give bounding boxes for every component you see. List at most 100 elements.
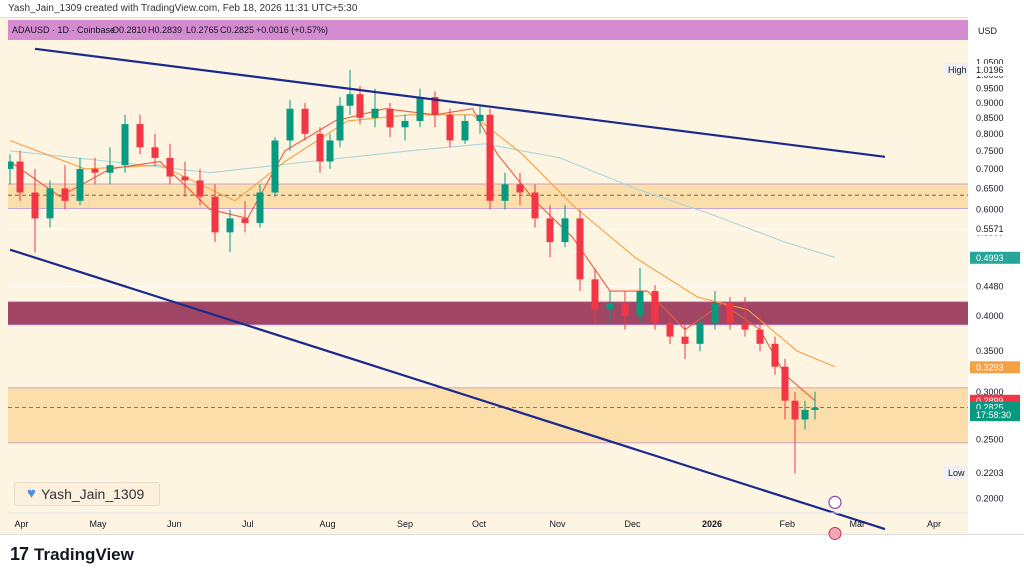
candle-body <box>241 218 249 223</box>
candle-49 <box>711 291 719 330</box>
candle-body <box>431 97 439 115</box>
price-tag-0: High <box>948 65 967 75</box>
price-label-box-7 <box>970 409 1020 422</box>
zone-2 <box>8 301 968 325</box>
ohlc-change: +0.0016 (+0.57%) <box>256 25 328 35</box>
candle-0 <box>8 154 14 185</box>
candle-body <box>666 322 674 337</box>
candle-43 <box>621 291 629 330</box>
candle-26 <box>371 88 379 128</box>
price-tag-box-0 <box>944 63 968 76</box>
candle-6 <box>91 157 99 185</box>
candle-3 <box>46 180 54 228</box>
candle-body <box>106 165 114 173</box>
candle-body <box>326 140 334 162</box>
candle-48 <box>696 316 704 352</box>
author-watermark: ♥ Yash_Jain_1309 <box>14 482 160 506</box>
tradingview-footer[interactable]: 17 TradingView <box>10 544 134 565</box>
ema-slow-line <box>9 143 836 258</box>
candle-body <box>801 409 809 420</box>
price-label-box-4 <box>970 361 1020 374</box>
y-tick-label: 0.2000 <box>976 493 1004 503</box>
candle-body <box>576 218 584 280</box>
symbol-name: ADAUSD · 1D · Coinbase <box>12 25 115 35</box>
candle-body <box>591 279 599 310</box>
candle-32 <box>461 114 469 144</box>
candle-2 <box>31 168 39 253</box>
candle-7 <box>106 147 114 185</box>
candle-53 <box>771 336 779 375</box>
trendline-2 <box>9 248 886 531</box>
candle-body <box>226 218 234 233</box>
x-tick-label-11: Mar <box>850 519 866 529</box>
candle-42 <box>606 291 614 323</box>
price-label-0: 1.0196 <box>976 65 1004 75</box>
candle-body <box>791 400 799 420</box>
candle-13 <box>196 168 204 206</box>
y-tick-label: 0.2500 <box>976 435 1004 445</box>
candle-body <box>386 108 394 128</box>
candle-31 <box>446 108 454 148</box>
candle-36 <box>516 172 524 206</box>
ema-fast-line <box>9 108 816 402</box>
candle-54 <box>781 358 789 420</box>
candle-body <box>31 192 39 219</box>
candle-body <box>346 94 354 106</box>
candle-body <box>121 124 129 166</box>
x-tick-label-5: Sep <box>397 519 413 529</box>
candle-10 <box>151 133 159 166</box>
watermark-text: Yash_Jain_1309 <box>41 486 145 502</box>
price-axis-bg <box>968 17 1024 533</box>
candle-body <box>91 168 99 173</box>
y-tick-label: 0.6500 <box>976 183 1004 193</box>
candle-body <box>46 188 54 219</box>
price-label-box-2 <box>970 251 1020 264</box>
candle-16 <box>241 200 249 233</box>
candle-body <box>76 168 84 201</box>
candle-body <box>286 108 294 141</box>
candle-1 <box>16 150 24 201</box>
y-tick-label: 0.4000 <box>976 311 1004 321</box>
plot-area <box>8 69 968 474</box>
price-label-1: 0.5571 <box>976 224 1004 234</box>
candle-body <box>476 114 484 121</box>
candle-body <box>371 108 379 118</box>
candle-body <box>166 157 174 177</box>
candle-30 <box>431 91 439 128</box>
candle-29 <box>416 88 424 128</box>
x-tick-label-4: Aug <box>320 519 336 529</box>
footer-brand: TradingView <box>34 544 134 564</box>
x-tick-label-6: Oct <box>472 519 487 529</box>
candle-33 <box>476 105 484 134</box>
candle-body <box>446 114 454 141</box>
price-label-box-1 <box>970 222 1020 235</box>
ohlc-close: C0.2825 <box>220 25 254 35</box>
y-tick-label: 1.0500 <box>976 57 1004 67</box>
candle-body <box>606 303 614 310</box>
y-tick-label: 0.3500 <box>976 346 1004 356</box>
price-label-box-0 <box>970 64 1020 76</box>
y-tick-label: 0.9500 <box>976 84 1004 94</box>
candle-body <box>501 184 509 201</box>
candle-body <box>681 336 689 344</box>
candle-44 <box>636 268 644 323</box>
price-label-3: 0.4480 <box>976 281 1004 291</box>
candle-34 <box>486 108 494 210</box>
price-label-4: 0.3293 <box>976 362 1004 372</box>
x-tick-label-7: Nov <box>550 519 567 529</box>
candle-body <box>516 184 524 193</box>
candle-40 <box>576 209 584 292</box>
candle-11 <box>166 143 174 185</box>
price-label-8: 0.2203 <box>976 468 1004 478</box>
candle-55 <box>791 391 799 474</box>
candle-body <box>651 291 659 323</box>
candle-body <box>461 120 469 141</box>
candle-body <box>151 147 159 158</box>
price-label-2: 0.4993 <box>976 253 1004 263</box>
candle-12 <box>181 161 189 197</box>
candle-57 <box>811 391 819 420</box>
candle-45 <box>651 285 659 330</box>
candle-17 <box>256 184 264 228</box>
candle-51 <box>741 297 749 337</box>
